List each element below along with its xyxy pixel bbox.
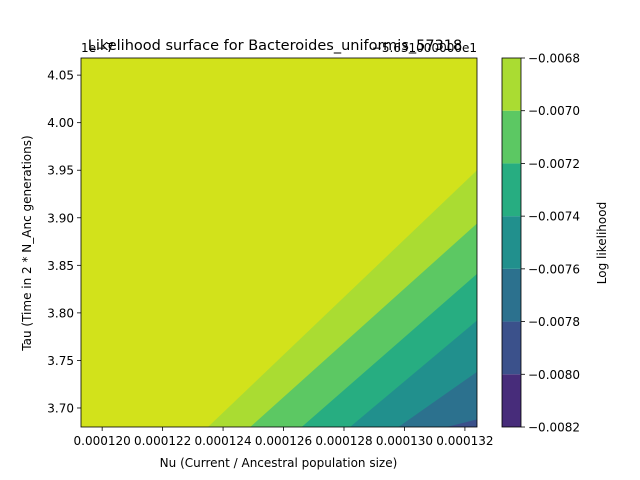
x-tick-label: 0.000122 (134, 434, 191, 448)
y-tick-label: 3.85 (47, 259, 74, 273)
y-tick-label: 3.95 (47, 164, 74, 178)
contour-regions (81, 58, 477, 427)
x-tick-label: 0.000126 (255, 434, 312, 448)
colorbar-label: Log likelihood (595, 202, 609, 284)
colorbar-band (502, 374, 521, 427)
y-tick-label: 3.70 (47, 401, 74, 415)
colorbar-tick-label: −0.0082 (528, 421, 580, 435)
y-tick-label: 3.90 (47, 211, 74, 225)
colorbar-tick-label: −0.0072 (528, 157, 580, 171)
colorbar-ticks: −0.0082 −0.0080 −0.0078 −0.0076 −0.0074 −0.00… (521, 52, 580, 435)
colorbar-tick-label: −0.0076 (528, 262, 580, 276)
colorbar-offset-text: −5.631000000e1 (372, 41, 477, 55)
colorbar-band (502, 268, 521, 322)
contour-region (398, 371, 477, 427)
x-tick-label: 0.000128 (315, 434, 372, 448)
y-tick-label: 3.80 (47, 306, 74, 320)
plot-area: 0.000120 0.000122 0.000124 0.000126 0.000128… (47, 57, 494, 448)
colorbar-band (502, 216, 521, 269)
y-axis: 3.70 3.75 3.80 3.85 3.90 3.95 4.00 4.05 (47, 69, 81, 415)
colorbar-tick-label: −0.0074 (528, 210, 580, 224)
colorbar-band (502, 163, 521, 217)
x-tick-label: 0.000120 (74, 434, 131, 448)
colorbar-tick-label: −0.0068 (528, 52, 580, 66)
colorbar-bands (502, 58, 521, 427)
plot-frame (80, 57, 478, 428)
x-tick-label: 0.000124 (194, 434, 251, 448)
x-tick-label: 0.000132 (436, 434, 493, 448)
x-tick-label: 0.000130 (376, 434, 433, 448)
y-axis-label: Tau (Time in 2 * N_Anc generations) (20, 135, 34, 351)
x-axis-label: Nu (Current / Ancestral population size) (160, 456, 398, 470)
chart-title: Likelihood surface for Bacteroides_unifo… (88, 38, 463, 54)
colorbar-tick-label: −0.0078 (528, 315, 580, 329)
x-axis: 0.000120 0.000122 0.000124 0.000126 0.000128… (74, 427, 494, 448)
colorbar-frame (501, 57, 522, 428)
colorbar-tick-label: −0.0070 (528, 104, 580, 118)
colorbar: −0.0082 −0.0080 −0.0078 −0.0076 −0.0074 −0.00… (501, 52, 580, 435)
y-axis-offset-text: 1e−7 (81, 41, 114, 55)
colorbar-band (502, 58, 521, 111)
y-tick-label: 4.00 (47, 116, 74, 130)
colorbar-band (502, 321, 521, 375)
y-tick-label: 3.75 (47, 354, 74, 368)
y-tick-label: 4.05 (47, 69, 74, 83)
contour-region (446, 419, 477, 427)
colorbar-tick-label: −0.0080 (528, 368, 580, 382)
colorbar-band (502, 110, 521, 164)
